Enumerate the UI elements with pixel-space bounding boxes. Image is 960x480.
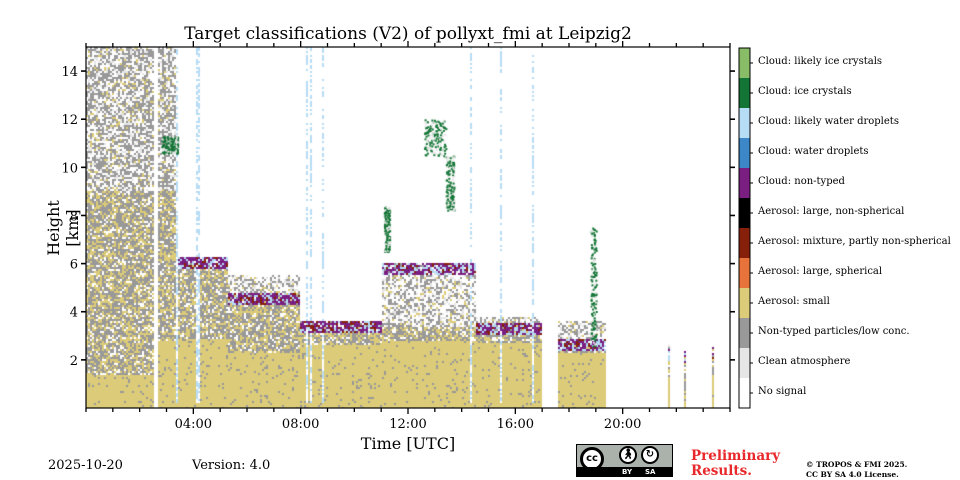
colorbar-label: Cloud: water droplets <box>758 146 869 157</box>
colorbar-label: Cloud: likely ice crystals <box>758 56 883 67</box>
copyright-line-1: © TROPOS & FMI 2025. <box>806 460 908 469</box>
colorbar-frame <box>738 47 751 409</box>
colorbar-label: Cloud: ice crystals <box>758 86 852 97</box>
colorbar-swatch <box>739 228 750 258</box>
y-tick-label: 8 <box>70 209 78 224</box>
colorbar-swatch <box>739 168 750 198</box>
preliminary-line-1: Preliminary <box>691 448 781 464</box>
x-tick-label: 08:00 <box>282 417 319 432</box>
y-axis-label: Height [km] <box>44 200 82 256</box>
x-tick-label: 16:00 <box>497 417 534 432</box>
cc-license-badge: cc 🚶︎ ↻ BY SA <box>576 444 673 477</box>
x-axis-label: Time [UTC] <box>360 434 456 453</box>
x-tick-label: 12:00 <box>389 417 426 432</box>
colorbar-swatch <box>739 48 750 78</box>
x-tick-label: 20:00 <box>604 417 641 432</box>
colorbar-swatch <box>739 78 750 108</box>
y-tick-label: 4 <box>70 306 78 321</box>
colorbar-label: Aerosol: large, spherical <box>758 266 883 277</box>
colorbar-swatch <box>739 378 750 408</box>
preliminary-line-2: Results. <box>691 463 752 479</box>
colorbar-label: Cloud: non-typed <box>758 176 845 187</box>
y-tick-label: 2 <box>70 354 78 369</box>
copyright-line-2: CC BY SA 4.0 License. <box>806 470 899 479</box>
y-tick-label: 6 <box>70 258 78 273</box>
colorbar-swatch <box>739 288 750 318</box>
date-label: 2025-10-20 <box>48 458 123 473</box>
colorbar-swatch <box>739 318 750 348</box>
plot-frame <box>85 46 731 409</box>
classification-heatmap <box>86 47 730 408</box>
y-tick-label: 10 <box>61 161 78 176</box>
colorbar-label: Cloud: likely water droplets <box>758 116 899 127</box>
colorbar-swatch <box>739 108 750 138</box>
share-alike-icon: ↻ <box>641 446 659 464</box>
colorbar-label: Non-typed particles/low conc. <box>758 326 910 337</box>
x-tick-label: 04:00 <box>175 417 212 432</box>
attribution-person-icon: 🚶︎ <box>619 446 637 464</box>
colorbar-swatch <box>739 348 750 378</box>
colorbar-swatch <box>739 138 750 168</box>
preliminary-results-note: Preliminary Results. <box>691 449 780 479</box>
colorbar-label: Aerosol: large, non-spherical <box>758 206 905 217</box>
colorbar-label: No signal <box>758 386 807 397</box>
colorbar-label: Aerosol: small <box>758 296 830 307</box>
colorbar-label: Aerosol: mixture, partly non-spherical <box>758 236 951 247</box>
sa-label: SA <box>645 468 656 476</box>
version-label: Version: 4.0 <box>192 458 271 473</box>
y-tick-label: 14 <box>61 65 78 80</box>
colorbar-swatch <box>739 258 750 288</box>
chart-title: Target classifications (V2) of pollyxt_f… <box>184 24 632 44</box>
colorbar-swatch <box>739 198 750 228</box>
badge-strip <box>577 467 672 476</box>
by-label: BY <box>622 468 633 476</box>
copyright-note: © TROPOS & FMI 2025. CC BY SA 4.0 Licens… <box>806 460 907 480</box>
colorbar-label: Clean atmosphere <box>758 356 851 367</box>
y-tick-label: 12 <box>61 113 78 128</box>
